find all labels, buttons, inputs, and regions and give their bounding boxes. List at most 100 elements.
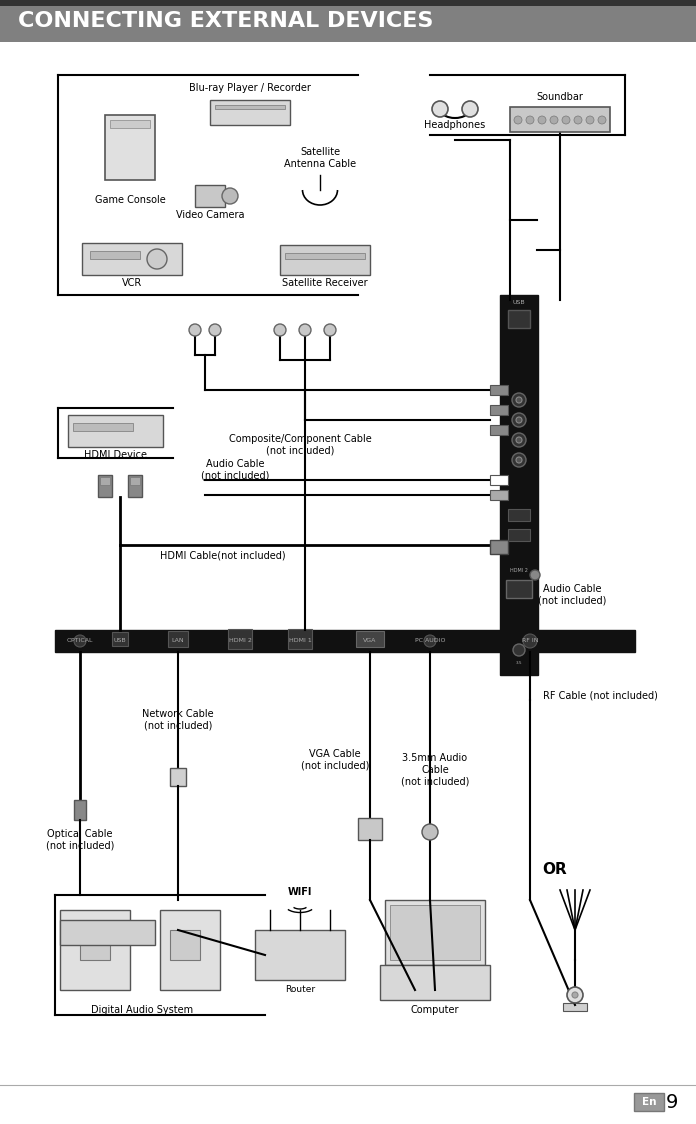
Text: HDMI Cable(not included): HDMI Cable(not included) [160,550,285,560]
Text: Audio Cable
(not included): Audio Cable (not included) [201,460,269,481]
Circle shape [462,101,478,117]
Text: Computer: Computer [411,1005,459,1015]
Text: VGA Cable
(not included): VGA Cable (not included) [301,750,369,771]
Circle shape [586,116,594,124]
Bar [508,529,530,541]
Bar [73,423,133,430]
Text: Soundbar: Soundbar [537,92,583,102]
Bar [130,477,140,484]
Circle shape [299,324,311,336]
Bar [112,632,128,646]
Circle shape [274,324,286,336]
Text: WIFI: WIFI [288,887,313,897]
Circle shape [147,250,167,269]
Text: HDMI Device: HDMI Device [84,450,146,460]
Bar [228,629,252,649]
Bar [74,800,86,821]
Bar [490,386,508,395]
Bar [80,930,110,960]
Text: RF IN: RF IN [522,638,538,644]
Bar [288,629,312,649]
Text: Headphones: Headphones [425,120,486,130]
Circle shape [530,570,540,580]
Text: En: En [642,1097,656,1107]
Circle shape [562,116,570,124]
Text: 3.5: 3.5 [516,661,522,665]
Circle shape [538,116,546,124]
Bar [90,251,140,259]
Bar [98,475,112,497]
Bar [160,910,220,990]
Text: USB: USB [513,300,525,306]
Bar [490,475,508,484]
Circle shape [513,644,525,656]
Bar [508,509,530,522]
Text: HDMI 2: HDMI 2 [228,638,251,644]
Circle shape [432,101,448,117]
Circle shape [550,116,558,124]
Circle shape [567,987,583,1003]
Circle shape [222,188,238,203]
Text: Audio Cable
(not included): Audio Cable (not included) [538,584,606,606]
Text: Satellite Receiver: Satellite Receiver [282,278,367,288]
Bar [280,245,370,275]
Circle shape [512,433,526,447]
Text: Video Camera: Video Camera [176,210,244,220]
Bar [105,115,155,180]
Circle shape [514,116,522,124]
Bar [215,105,285,109]
Text: HDMI 1: HDMI 1 [289,638,311,644]
Text: 9: 9 [666,1093,678,1112]
Circle shape [189,324,201,336]
Bar [390,905,480,960]
Circle shape [574,116,582,124]
Bar [358,818,382,840]
Circle shape [324,324,336,336]
Bar [380,966,490,1000]
Text: 3.5mm Audio
Cable
(not included): 3.5mm Audio Cable (not included) [401,753,469,787]
Text: OR: OR [543,862,567,878]
Circle shape [209,324,221,336]
Bar [563,1003,587,1010]
Bar [100,477,110,484]
Circle shape [516,457,522,463]
Bar [0,0,696,6]
Circle shape [512,453,526,466]
Bar [0,0,696,42]
Bar [170,930,200,960]
Bar [55,629,635,652]
Bar [170,768,186,786]
Circle shape [512,413,526,427]
Bar [60,921,155,945]
Bar [110,120,150,128]
Text: Game Console: Game Console [95,194,166,205]
Bar [508,310,530,328]
Circle shape [598,116,606,124]
Bar [356,631,384,647]
Bar [285,253,365,259]
Bar [490,490,508,500]
Bar [490,540,508,554]
Text: LAN: LAN [172,638,184,644]
Text: Router: Router [285,986,315,995]
Text: Network Cable
(not included): Network Cable (not included) [142,709,214,731]
Bar [385,900,485,966]
Text: Optical Cable
(not included): Optical Cable (not included) [46,830,114,851]
Bar [60,910,130,990]
Text: USB: USB [113,638,126,644]
Circle shape [74,635,86,647]
Text: Digital Audio System: Digital Audio System [91,1005,193,1015]
Text: VGA: VGA [363,638,377,644]
Circle shape [424,635,436,647]
Circle shape [422,824,438,840]
Bar [490,425,508,435]
Bar [490,405,508,415]
Circle shape [572,992,578,998]
Circle shape [523,634,537,649]
Bar [510,107,610,132]
Bar [68,415,163,447]
Text: CONNECTING EXTERNAL DEVICES: CONNECTING EXTERNAL DEVICES [18,11,434,31]
Text: RF Cable (not included): RF Cable (not included) [543,690,658,700]
Circle shape [516,397,522,404]
Bar [168,631,188,647]
